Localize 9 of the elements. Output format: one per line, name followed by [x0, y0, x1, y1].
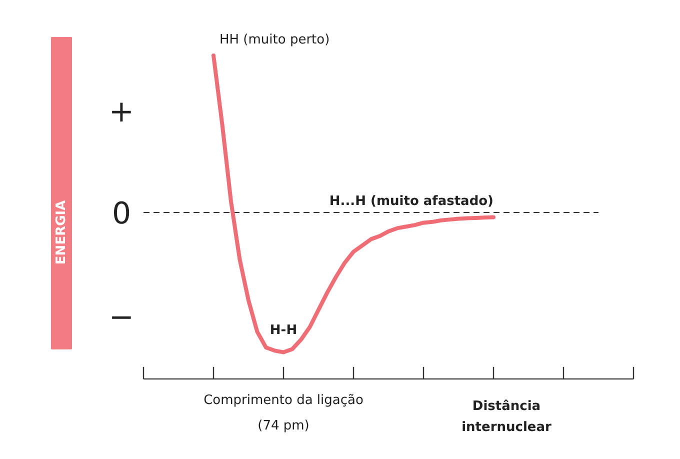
- annotation: H...H (muito afastado): [329, 194, 494, 210]
- ref-line-label: 0: [112, 196, 132, 232]
- text: Comprimento da ligação (74 pm): [204, 392, 364, 434]
- text: HH (muito perto): [220, 32, 330, 48]
- text: −: [108, 300, 134, 336]
- text: ENERGIA: [54, 200, 69, 265]
- annotation: H-H: [270, 323, 298, 338]
- text: +: [108, 94, 134, 130]
- x-axis-title: Distância internuclear: [462, 398, 552, 435]
